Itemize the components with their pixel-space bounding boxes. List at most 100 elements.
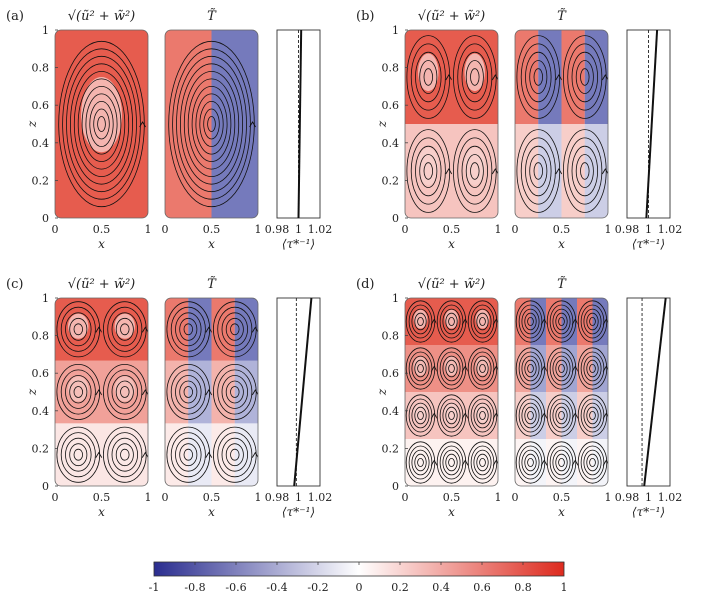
b-temp-streamline: [567, 137, 603, 205]
d-vel-arrow: [430, 412, 438, 419]
c-vel-streamline: [120, 448, 130, 461]
tau-profile-line: [293, 297, 313, 487]
d-temp-streamline: [549, 304, 574, 339]
z-axis-label: z: [25, 120, 39, 128]
d-vel-arrow: [492, 459, 498, 466]
d-vel-streamline: [448, 364, 455, 374]
z-axis-label: z: [375, 120, 389, 128]
x-tick-label: 1: [605, 223, 612, 236]
c-vel-streamline: [120, 323, 130, 336]
d-vel-streamline: [439, 445, 464, 480]
c-vel-frame: [54, 297, 149, 487]
d-temp-streamline: [555, 453, 568, 472]
colorbar-tick-label: 0: [356, 581, 363, 594]
a-vel-field: [55, 30, 148, 218]
d-temp-arrow: [602, 459, 608, 466]
a-temp-streamline: [172, 48, 251, 200]
b-temp-streamline: [575, 60, 594, 94]
c-vel-arrow: [95, 389, 103, 396]
b-vel-streamline: [423, 68, 434, 86]
d-temp-streamline: [521, 402, 540, 429]
c-temp-streamline: [170, 432, 206, 478]
d-temp-streamline: [589, 457, 596, 467]
d-vel-streamline: [436, 394, 467, 437]
tau-axis-label: ⟨τ*⁻¹⟩: [632, 505, 665, 519]
c-vel-streamline: [65, 375, 92, 409]
d-vel-streamline: [408, 445, 433, 480]
colorbar-tick-label: 0.2: [391, 581, 409, 594]
d-temp-streamline: [552, 449, 571, 476]
z-tick-label: 0.4: [32, 137, 50, 150]
d-vel-streamline: [479, 410, 486, 420]
a-temp-streamline: [179, 63, 243, 185]
c-vel-streamline: [107, 306, 143, 352]
z-tick-label: 0.2: [382, 442, 400, 455]
c-vel-streamline: [107, 369, 143, 415]
c-vel-arrow: [141, 389, 148, 396]
d-vel-streamline: [467, 441, 498, 484]
d-vel-streamline: [439, 304, 464, 339]
x-tick-label: 0.5: [443, 223, 461, 236]
c-vel-streamline: [115, 443, 134, 467]
x-tick-label: 0.5: [553, 223, 571, 236]
c-vel-arrow: [141, 451, 148, 458]
tau-profile-line: [645, 29, 659, 219]
c-vel-streamline: [73, 386, 84, 398]
d-temp-streamline: [518, 304, 543, 339]
d-temp-streamline: [558, 317, 565, 327]
c-vel-streamline: [73, 448, 84, 461]
d-temp-streamline: [555, 406, 568, 425]
x-axis-label: x: [98, 237, 105, 251]
d-temp-streamline: [518, 351, 543, 386]
d-vel-streamline: [414, 312, 427, 331]
c-vel-arrow: [95, 451, 103, 458]
d-vel-streamline: [473, 355, 492, 382]
d-vel-cell: [436, 439, 467, 486]
z-tick-label: 0: [392, 212, 399, 225]
d-temp-streamline: [515, 347, 546, 390]
d-temp-streamline: [527, 410, 534, 420]
c-vel-streamline: [111, 375, 139, 409]
a-vel-streamline: [58, 40, 145, 208]
c-temp-streamline: [221, 375, 249, 409]
b-temp-arrow: [555, 74, 563, 81]
c-vel-cell: [55, 360, 102, 424]
d-temp-streamline: [558, 410, 565, 420]
d-temp-streamline: [577, 347, 608, 390]
d-temp-streamline: [521, 355, 540, 382]
panel-label: (c): [6, 277, 23, 292]
d-vel-cell: [405, 345, 436, 392]
d-vel-streamline: [411, 402, 430, 429]
z-tick-label: 0.8: [32, 330, 50, 343]
d-vel-cell: [436, 392, 467, 439]
x-tick-label: 0.5: [203, 491, 221, 504]
d-temp-streamline: [552, 402, 571, 429]
d-vel-streamline: [479, 364, 486, 374]
d-vel-streamline: [408, 398, 433, 433]
d-temp-streamline: [549, 398, 574, 433]
d-temp-field: [515, 298, 608, 486]
c-vel-streamline: [69, 380, 88, 404]
d-vel-streamline: [470, 304, 495, 339]
d-vel-field: [405, 298, 498, 486]
tau-tick-label: 1: [295, 491, 302, 504]
velocity-title: √(ũ² + w̃²): [418, 277, 486, 292]
d-vel-arrow: [492, 365, 498, 372]
panels-group: (a) √(ũ² + w̃²) T̃ 0 0.2 0.4 0.6 0.8 1 z 0 0.5 1 x 0 0.…: [6, 8, 682, 519]
x-tick-label: 0: [52, 491, 59, 504]
x-tick-label: 1: [495, 223, 502, 236]
c-temp-streamline: [179, 317, 198, 341]
c-temp-streamline: [175, 375, 202, 409]
d-temp-streamline: [589, 410, 596, 420]
c-temp-streamline: [170, 306, 206, 352]
d-vel-streamline: [417, 317, 424, 327]
c-temp-streamline: [225, 443, 244, 467]
x-tick-label: 0: [512, 491, 519, 504]
velocity-title: √(ũ² + w̃²): [68, 277, 136, 292]
d-vel-streamline: [473, 449, 492, 476]
b-temp-streamline: [533, 68, 544, 86]
d-temp-streamline: [546, 394, 577, 437]
velocity-title: √(ũ² + w̃²): [68, 9, 136, 24]
d-vel-streamline: [442, 308, 461, 335]
